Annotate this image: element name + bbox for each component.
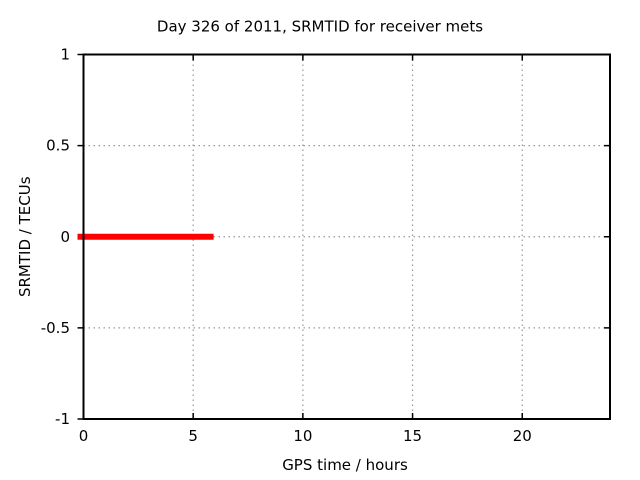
x-tick-label: 20: [513, 427, 532, 445]
y-axis-label: SRMTID / TECUs: [16, 176, 34, 297]
y-tick-label: -0.5: [41, 319, 70, 337]
x-tick-label: 0: [79, 427, 89, 445]
plot-frame: [82, 53, 611, 420]
tick-labels: 0 5 10 15 20 -1 -0.5 0 0.5 1: [41, 46, 532, 446]
y-tick-label: 0.5: [46, 137, 70, 155]
plot-border: [82, 53, 611, 420]
x-tick-label: 15: [403, 427, 422, 445]
x-axis-label: GPS time / hours: [282, 456, 408, 474]
gridlines: [83, 54, 610, 419]
x-tick-label: 10: [293, 427, 312, 445]
y-tick-label: -1: [55, 410, 70, 428]
chart-title: Day 326 of 2011, SRMTID for receiver met…: [157, 18, 483, 36]
x-tick-label: 5: [188, 427, 198, 445]
y-tick-label: 0: [60, 228, 70, 246]
y-tick-label: 1: [60, 46, 70, 64]
